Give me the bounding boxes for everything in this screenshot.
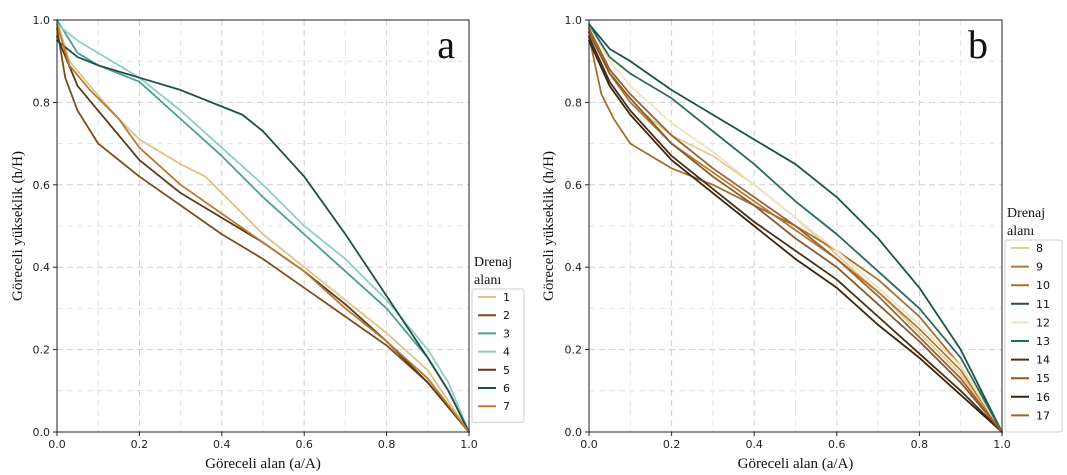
legend-label-1: 1 bbox=[503, 291, 510, 304]
legend-label-12: 12 bbox=[1036, 316, 1050, 329]
x-tick-label: 0.0 bbox=[580, 438, 598, 451]
legend-label-15: 15 bbox=[1036, 372, 1050, 385]
legend-box bbox=[1004, 239, 1063, 433]
legend-label-16: 16 bbox=[1036, 391, 1050, 404]
series-line-7 bbox=[56, 23, 470, 433]
series-line-15 bbox=[588, 31, 1003, 433]
x-axis-label: Göreceli alan (a/A) bbox=[205, 456, 321, 472]
y-tick-label: 0.8 bbox=[565, 96, 583, 109]
legend-label-4: 4 bbox=[503, 346, 510, 359]
legend-label-10: 10 bbox=[1036, 279, 1050, 292]
series-line-4 bbox=[56, 23, 470, 433]
ticks: 0.0 0.2 0.4 0.6 0.8 1.0 0.0 0.2 0.4 0.6 0.8 1.0 bbox=[565, 14, 1011, 451]
x-tick-label: 0.6 bbox=[295, 438, 313, 451]
axes-frame bbox=[588, 19, 1003, 433]
legend-label-13: 13 bbox=[1036, 335, 1050, 348]
legend-box bbox=[471, 288, 525, 423]
series-line-6 bbox=[56, 39, 470, 433]
series-line-14 bbox=[588, 35, 1003, 433]
y-tick-label: 0.2 bbox=[33, 344, 51, 357]
series-group bbox=[56, 19, 470, 433]
legend-title-line1: Drenaj bbox=[474, 255, 512, 270]
panel-letter: b bbox=[968, 22, 988, 67]
legend-label-2: 2 bbox=[503, 309, 510, 322]
x-tick-label: 0.8 bbox=[911, 438, 929, 451]
x-tick-label: 0.2 bbox=[131, 438, 149, 451]
axes-frame bbox=[56, 19, 470, 433]
y-tick-label: 1.0 bbox=[565, 14, 583, 27]
y-axis-label: Göreceli yükseklik (h/H) bbox=[541, 151, 557, 301]
legend-title-line2: alanı bbox=[474, 273, 501, 288]
legend-title-line1: Drenaj bbox=[1007, 206, 1045, 221]
series-line-13 bbox=[588, 23, 1003, 433]
y-tick-label: 0.2 bbox=[565, 344, 583, 357]
y-tick-label: 0.6 bbox=[33, 179, 51, 192]
series-line-16 bbox=[588, 39, 1003, 433]
chart-panel-a: 0.0 0.2 0.4 0.6 0.8 1.0 0.0 0.2 0.4 0.6 0.8 1.0 Göre… bbox=[10, 14, 525, 472]
x-tick-label: 0.4 bbox=[745, 438, 763, 451]
grid bbox=[57, 20, 469, 432]
x-axis-label: Göreceli alan (a/A) bbox=[738, 456, 854, 472]
y-axis-label: Göreceli yükseklik (h/H) bbox=[10, 151, 26, 301]
legend-label-8: 8 bbox=[1036, 242, 1043, 255]
legend-label-14: 14 bbox=[1036, 354, 1050, 367]
x-tick-label: 0.4 bbox=[213, 438, 231, 451]
y-tick-label: 0.6 bbox=[565, 179, 583, 192]
legend-label-3: 3 bbox=[503, 327, 510, 340]
x-tick-label: 0.2 bbox=[663, 438, 681, 451]
y-tick-label: 0.4 bbox=[565, 261, 583, 274]
legend-label-9: 9 bbox=[1036, 261, 1043, 274]
series-line-11 bbox=[588, 23, 1003, 433]
ticks: 0.0 0.2 0.4 0.6 0.8 1.0 0.0 0.2 0.4 0.6 0.8 1.0 bbox=[33, 14, 478, 451]
legend-label-17: 17 bbox=[1036, 409, 1050, 422]
grid bbox=[589, 20, 1002, 432]
x-tick-label: 0.8 bbox=[378, 438, 396, 451]
legend-label-5: 5 bbox=[503, 364, 510, 377]
legend-label-7: 7 bbox=[503, 400, 510, 413]
legend-label-6: 6 bbox=[503, 382, 510, 395]
series-line-12 bbox=[588, 23, 1003, 433]
y-tick-label: 0.8 bbox=[33, 96, 51, 109]
x-tick-label: 0.6 bbox=[828, 438, 846, 451]
chart-panel-b: 0.0 0.2 0.4 0.6 0.8 1.0 0.0 0.2 0.4 0.6 0.8 1.0 Göre… bbox=[541, 14, 1063, 472]
x-tick-label: 0.0 bbox=[48, 438, 66, 451]
y-tick-label: 1.0 bbox=[33, 14, 51, 27]
series-group bbox=[588, 23, 1003, 433]
legend-label-11: 11 bbox=[1036, 298, 1050, 311]
x-tick-label: 1.0 bbox=[993, 438, 1011, 451]
series-line-2 bbox=[56, 27, 470, 433]
x-tick-label: 1.0 bbox=[460, 438, 478, 451]
legend-title-line2: alanı bbox=[1007, 224, 1034, 239]
y-tick-label: 0.0 bbox=[33, 426, 51, 439]
panel-letter: a bbox=[437, 22, 455, 67]
series-line-17 bbox=[588, 27, 1003, 433]
y-tick-label: 0.4 bbox=[33, 261, 51, 274]
y-tick-label: 0.0 bbox=[565, 426, 583, 439]
series-line-1 bbox=[56, 19, 470, 433]
